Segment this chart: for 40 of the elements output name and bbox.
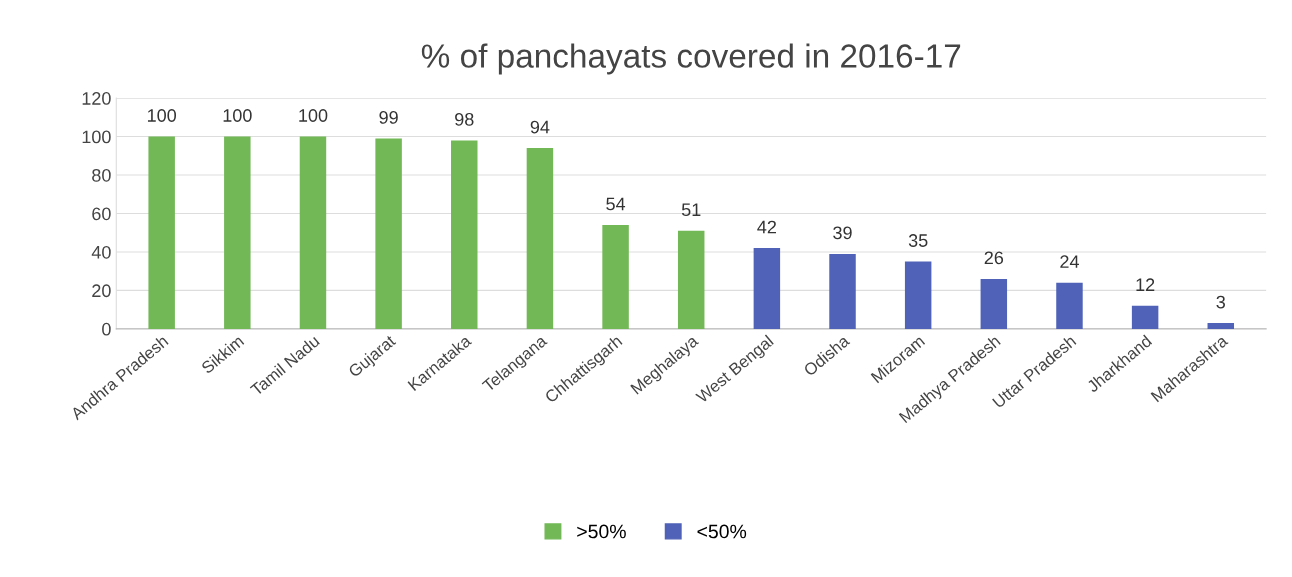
y-tick-label: 80 xyxy=(92,168,111,182)
data-label: 100 xyxy=(147,109,177,122)
data-label: 54 xyxy=(606,197,626,211)
data-label: 51 xyxy=(681,203,701,217)
bar xyxy=(829,253,856,329)
data-label: 100 xyxy=(223,109,252,122)
bar xyxy=(602,225,629,329)
data-label: 98 xyxy=(455,112,474,126)
bar xyxy=(1131,305,1159,329)
data-label: 39 xyxy=(833,226,852,240)
chart-title: % of panchayats covered in 2016-17 xyxy=(421,43,961,75)
bar xyxy=(148,136,175,329)
y-tick-label: 100 xyxy=(82,130,111,144)
bar xyxy=(677,230,705,329)
y-tick-label: 20 xyxy=(92,284,111,298)
y-tick-label: 120 xyxy=(82,92,111,105)
bar xyxy=(375,138,402,329)
y-tick-label: 0 xyxy=(102,322,111,336)
data-label: 24 xyxy=(1060,255,1079,268)
bar xyxy=(904,261,932,329)
bar xyxy=(224,136,251,329)
bar xyxy=(299,136,327,329)
bar xyxy=(451,140,478,329)
legend-label: >50% xyxy=(577,524,626,539)
y-tick-label: 60 xyxy=(92,207,111,221)
bar xyxy=(1056,282,1083,329)
data-label: 3 xyxy=(1216,295,1225,309)
data-label: 42 xyxy=(757,220,777,234)
legend-label: <50% xyxy=(697,524,747,539)
data-label: 26 xyxy=(984,251,1004,265)
data-label: 100 xyxy=(299,109,328,122)
y-tick-label: 40 xyxy=(91,245,111,259)
data-label: 99 xyxy=(379,111,398,124)
data-label: 94 xyxy=(530,120,550,134)
bar xyxy=(1207,323,1235,329)
bar xyxy=(980,278,1008,329)
bar xyxy=(753,248,781,329)
data-label: 12 xyxy=(1136,278,1155,291)
data-label: 35 xyxy=(908,234,928,247)
bar xyxy=(526,148,554,329)
